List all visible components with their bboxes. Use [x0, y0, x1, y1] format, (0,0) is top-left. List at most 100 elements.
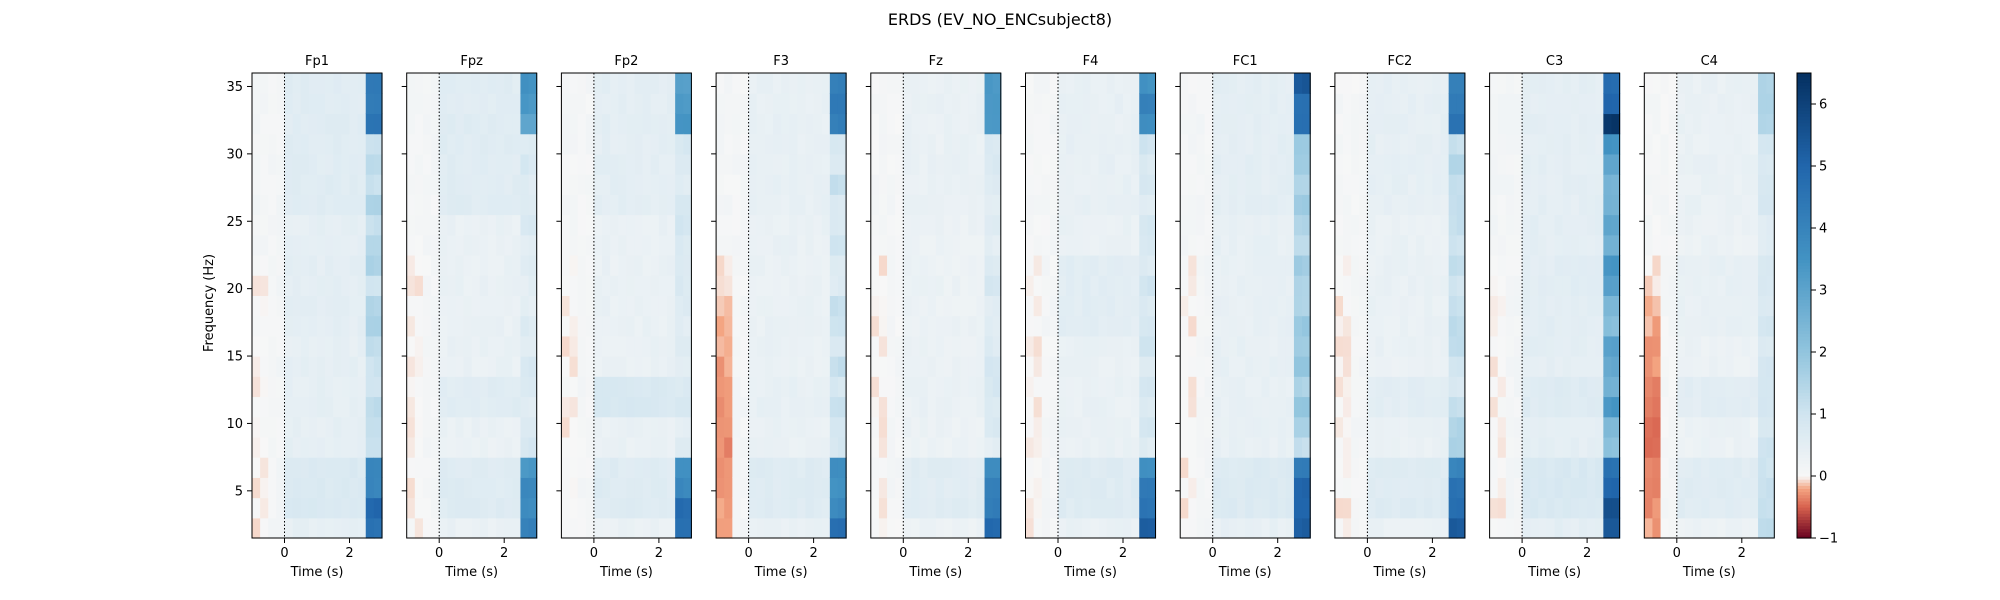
heatmap-cell [1212, 275, 1222, 296]
heatmap-cell [268, 335, 277, 357]
heatmap-cell [1391, 356, 1401, 377]
heatmap-cell [1204, 234, 1214, 256]
heatmap-cell [1522, 254, 1531, 276]
heatmap-cell [976, 356, 986, 377]
heatmap-cell [870, 416, 880, 438]
heatmap-cell [561, 93, 571, 115]
colorbar-segment [1797, 345, 1811, 350]
heatmap-cell [1123, 275, 1132, 296]
heatmap-cell [1139, 214, 1148, 236]
heatmap-cell [870, 113, 880, 135]
heatmap-cell [1334, 315, 1344, 337]
colorbar-segment [1797, 500, 1811, 505]
heatmap-cell [325, 436, 334, 458]
heatmap-cell [1603, 113, 1613, 135]
heatmap-cell [1098, 497, 1108, 519]
heatmap-cell [1717, 73, 1727, 94]
heatmap-cell [1139, 376, 1148, 398]
heatmap-cell [1701, 275, 1710, 296]
heatmap-cell [1424, 113, 1433, 135]
heatmap-cell [1595, 457, 1604, 478]
heatmap-cell [1334, 113, 1344, 135]
heatmap-cell [1440, 416, 1450, 438]
heatmap-cell [252, 436, 261, 458]
heatmap-cell [1587, 477, 1596, 499]
heatmap-cell [528, 396, 538, 418]
heatmap-cell [1725, 295, 1735, 317]
heatmap-cell [1114, 436, 1124, 458]
heatmap-cell [1733, 113, 1743, 135]
heatmap-cell [333, 133, 342, 155]
heatmap-cell [1277, 335, 1287, 357]
heatmap-cell [1758, 174, 1767, 195]
heatmap-cell [887, 254, 896, 276]
heatmap-cell [1277, 275, 1287, 296]
heatmap-cell [805, 153, 815, 175]
heatmap-cell [878, 335, 888, 357]
heatmap-cell [1733, 73, 1743, 94]
heatmap-cell [927, 133, 937, 155]
heatmap-cell [797, 153, 807, 175]
heatmap-cell [1603, 153, 1613, 175]
heatmap-cell [683, 436, 692, 458]
heatmap-cell [1090, 214, 1100, 236]
heatmap-cell [1538, 153, 1548, 175]
heatmap-cell [1554, 73, 1564, 94]
heatmap-cell [837, 153, 847, 175]
heatmap-cell [252, 477, 261, 499]
heatmap-cell [1505, 457, 1515, 478]
heatmap-cell [439, 113, 448, 135]
heatmap-cell [1041, 234, 1051, 256]
colorbar-segment [1797, 510, 1811, 514]
heatmap-cell [276, 174, 286, 195]
heatmap-cell [878, 234, 888, 256]
heatmap-cell [447, 315, 457, 337]
heatmap-cell [455, 396, 465, 418]
heatmap-cell [1049, 396, 1059, 418]
heatmap-cell [992, 457, 1002, 478]
heatmap-cell [1041, 214, 1051, 236]
heatmap-cell [626, 214, 636, 236]
heatmap-cell [1204, 254, 1214, 276]
heatmap-cell [870, 295, 880, 317]
heatmap-cell [1749, 275, 1759, 296]
heatmap-cell [1408, 497, 1417, 519]
heatmap-cell [365, 436, 375, 458]
heatmap-cell [1513, 436, 1523, 458]
heatmap-cell [1131, 396, 1140, 418]
heatmap-cell [984, 315, 994, 337]
heatmap-cell [1408, 113, 1417, 135]
heatmap-cell [1709, 356, 1719, 377]
heatmap-cell [1261, 356, 1271, 377]
heatmap-cell [1066, 457, 1075, 478]
heatmap-cell [1408, 254, 1417, 276]
heatmap-cell [1399, 194, 1409, 216]
heatmap-cell [325, 315, 334, 337]
heatmap-cell [797, 436, 807, 458]
heatmap-cell [1196, 93, 1206, 115]
colorbar-segment [1797, 330, 1811, 334]
heatmap-cell [789, 194, 798, 216]
heatmap-cell [357, 234, 367, 256]
heatmap-cell [805, 234, 815, 256]
heatmap-cell [1261, 315, 1271, 337]
heatmap-cell [837, 356, 847, 377]
heatmap-cell [1343, 194, 1352, 216]
heatmap-cell [260, 194, 269, 216]
heatmap-cell [1725, 93, 1735, 115]
colorbar-segment [1797, 311, 1811, 316]
heatmap-cell [1025, 517, 1035, 539]
heatmap-cell [911, 234, 921, 256]
heatmap-cell [650, 457, 660, 478]
heatmap-cell [1188, 416, 1198, 438]
colorbar-segment [1797, 113, 1811, 117]
colorbar-segment [1797, 243, 1811, 248]
heatmap-cell [1343, 234, 1352, 256]
heatmap-cell [1253, 133, 1263, 155]
heatmap-cell [1139, 174, 1148, 195]
heatmap-cell [724, 234, 733, 256]
heatmap-cell [821, 416, 831, 438]
heatmap-cell [1106, 194, 1116, 216]
heatmap-cell [1505, 254, 1515, 276]
heatmap-cell [895, 254, 904, 276]
